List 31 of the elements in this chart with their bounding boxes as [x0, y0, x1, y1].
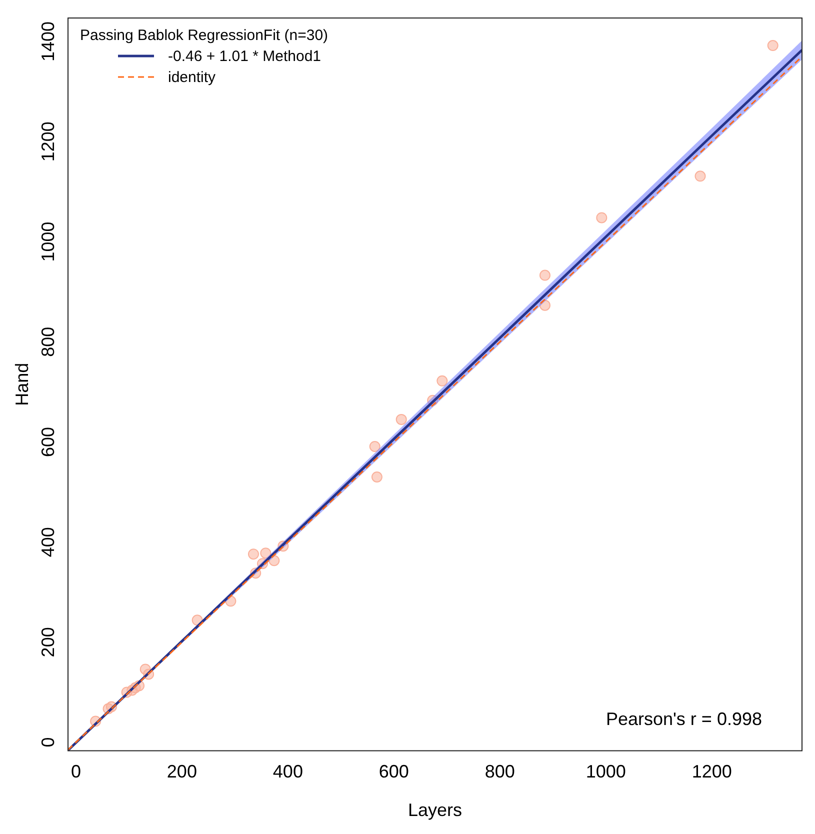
y-tick-label: 0: [38, 737, 58, 748]
point: [260, 548, 272, 559]
annotation: Pearson's r = 0.998: [606, 708, 762, 729]
x-tick-label: 600: [378, 762, 409, 782]
point: [369, 440, 380, 452]
legend-label: identity: [168, 69, 216, 86]
y-tick-label: 600: [38, 426, 58, 457]
x-tick-label: 800: [484, 762, 515, 782]
x-axis-title: Layers: [408, 800, 462, 820]
legend-label: -0.46 + 1.01 * Method1: [168, 48, 322, 65]
point: [596, 212, 608, 224]
point: [396, 414, 407, 425]
y-tick-label: 200: [38, 627, 58, 658]
point: [539, 270, 550, 281]
point: [248, 548, 259, 560]
legend-title: Passing Bablok RegressionFit (n=30): [80, 27, 328, 44]
x-tick-label: 0: [70, 762, 81, 782]
y-tick-label: 800: [38, 326, 58, 357]
x-tick-label: 400: [272, 762, 303, 782]
y-tick-label: 1200: [38, 122, 58, 162]
y-tick-label: 1400: [38, 22, 58, 62]
point: [436, 375, 448, 386]
point: [371, 472, 382, 482]
y-tick-label: 400: [38, 527, 58, 558]
x-tick-label: 200: [166, 762, 197, 782]
x-tick-label: 1000: [586, 762, 626, 782]
y-tick-label: 1000: [38, 222, 58, 262]
point: [767, 40, 778, 52]
y-axis-title: Hand: [12, 362, 32, 406]
point: [694, 170, 706, 182]
x-tick-label: 1200: [692, 762, 732, 782]
